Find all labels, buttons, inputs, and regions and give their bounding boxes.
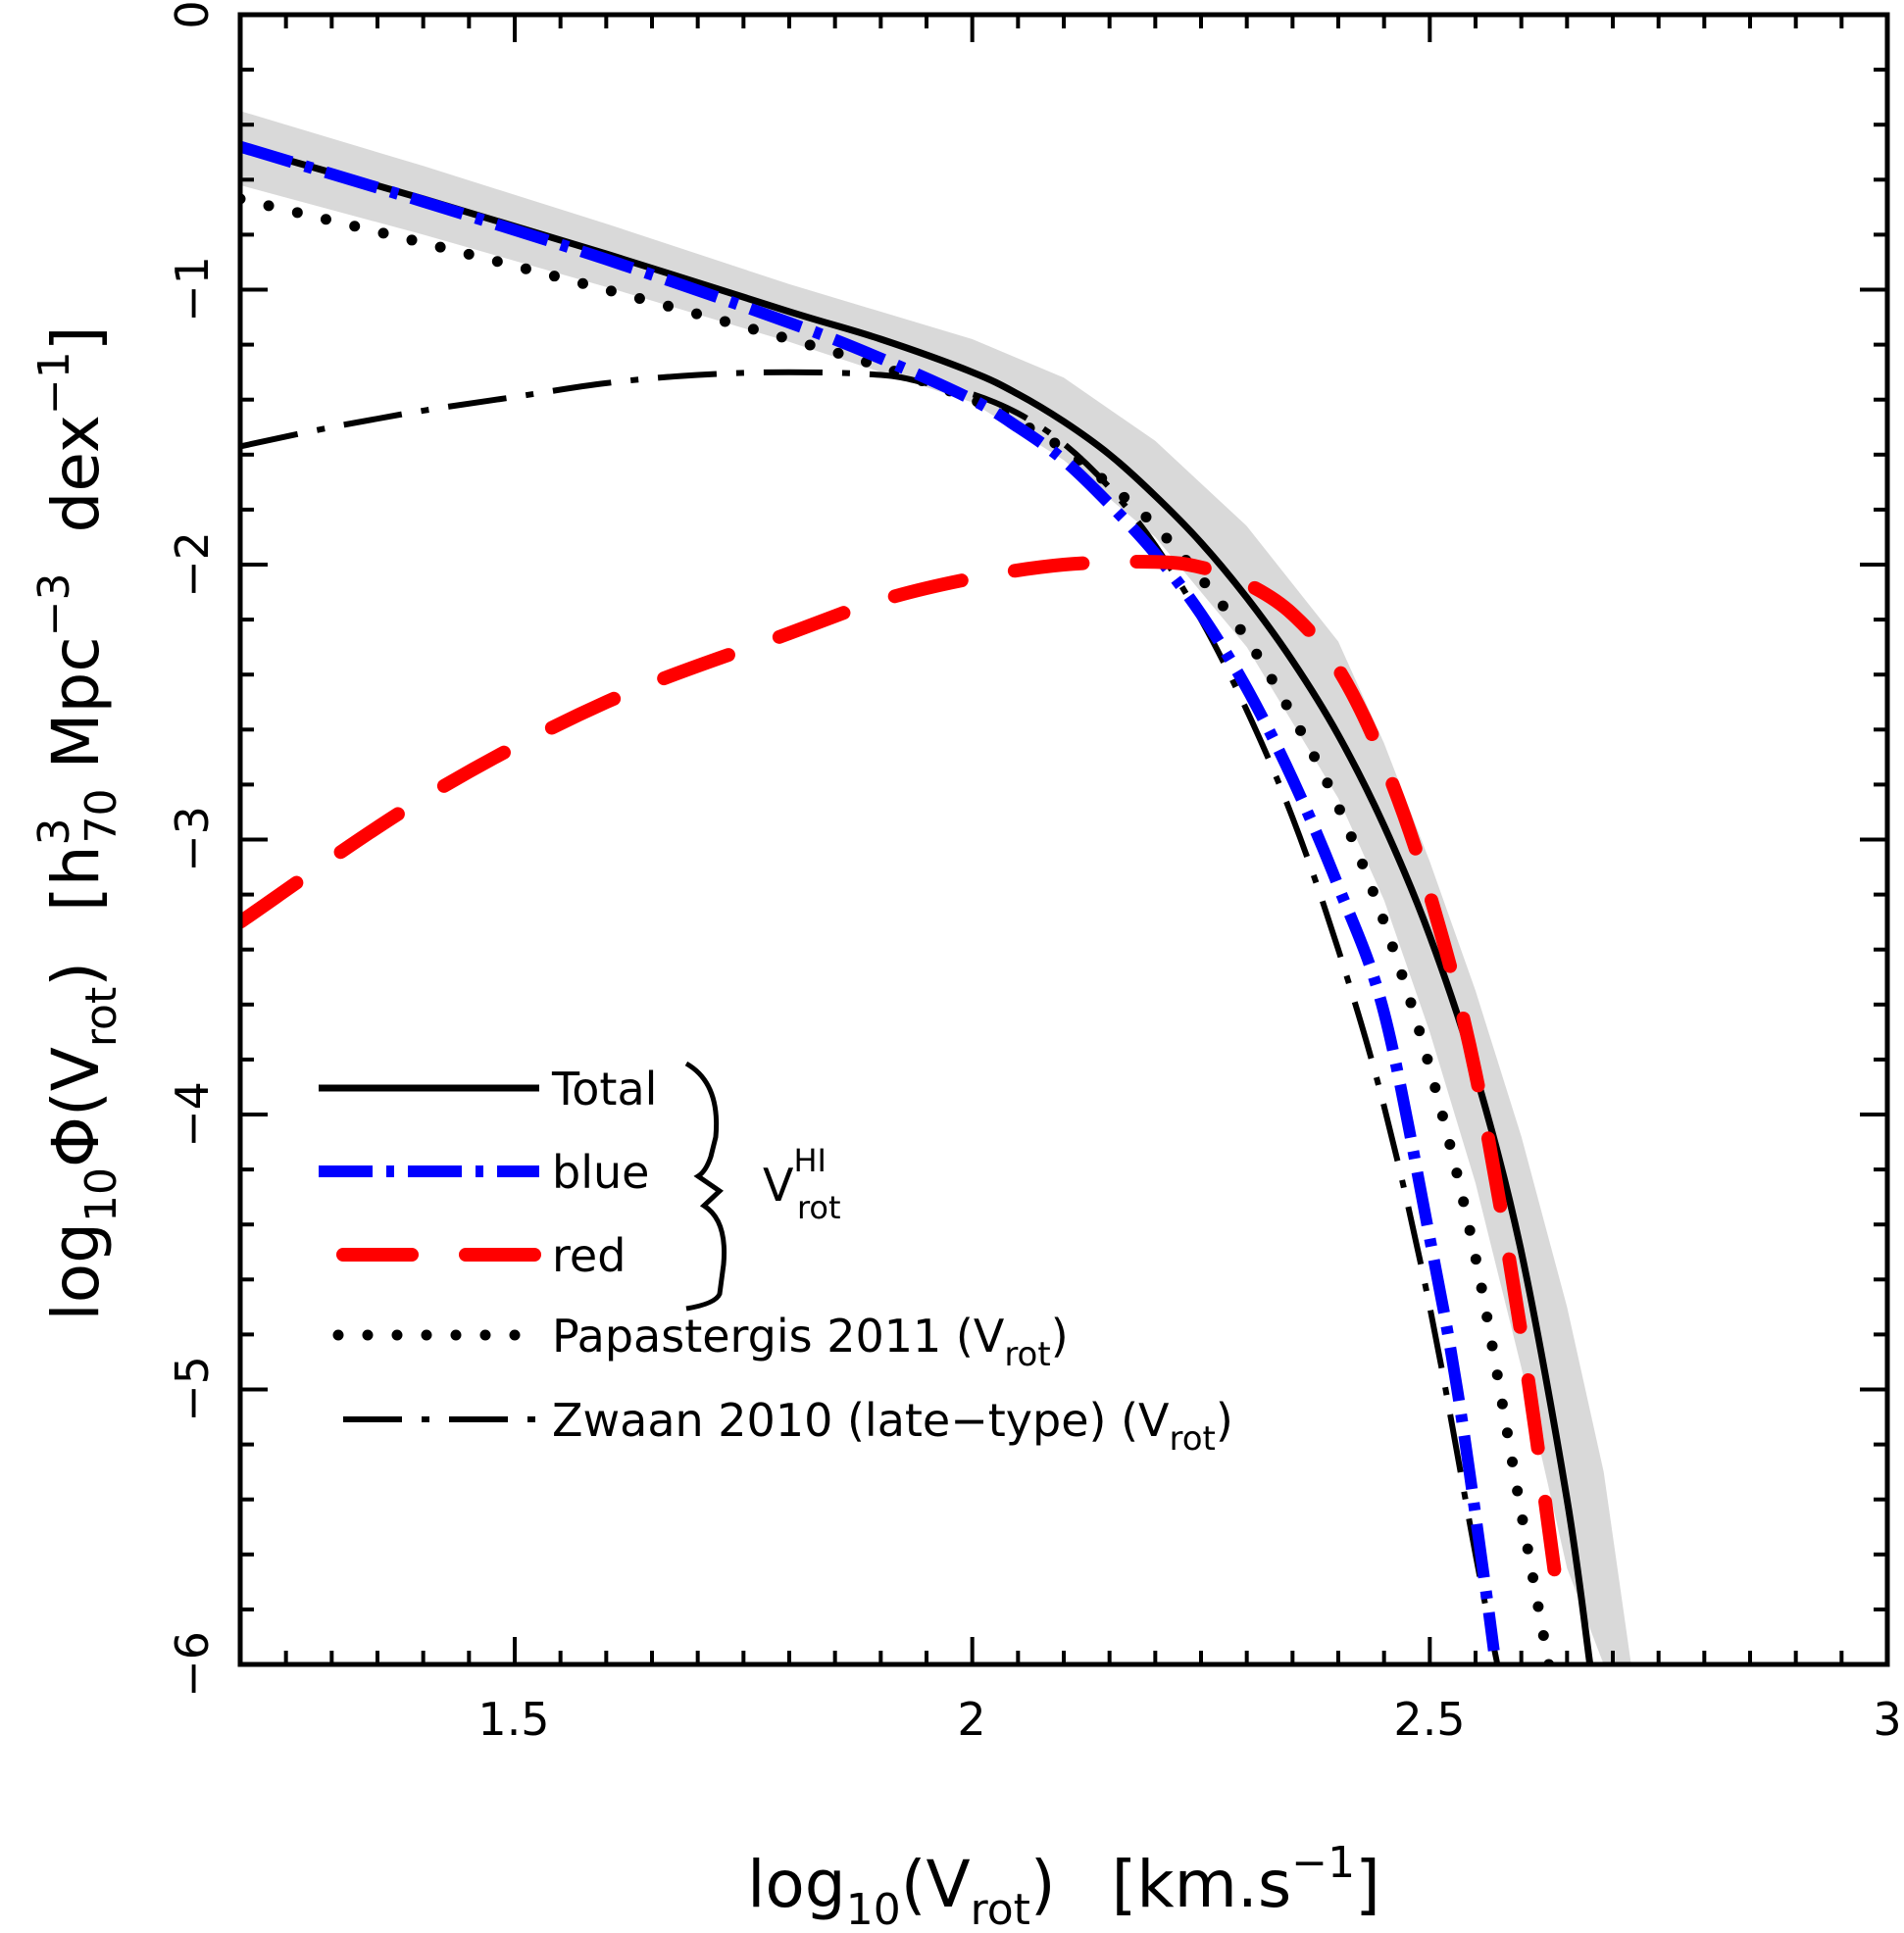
legend-label-zwaan: Zwaan 2010 (late−type) (Vrot) [552,1394,1233,1459]
y-tick-label-m1: −1 [166,256,219,322]
brace-label-sup: HI [793,1142,827,1179]
x-title-close: ) [1030,1847,1056,1922]
legend-label-red: red [552,1229,626,1282]
y-tick-label-m5: −5 [166,1356,219,1422]
y-title-bracket: [h [38,845,114,912]
x-title-v: (V [901,1847,971,1922]
x-tick-label-2.5: 2.5 [1393,1693,1465,1746]
x-tick-label-1.5: 1.5 [477,1693,549,1746]
y-title-phi: Φ(V [38,1047,114,1167]
y-title-gap2 [38,532,114,553]
y-tick-label-m3: −3 [166,806,219,872]
y-title-sup2: −3 [29,572,79,636]
y-tick-label-m4: −4 [166,1081,219,1148]
y-title-sub3: 70 [76,788,126,843]
y-title-mid: Mpc [38,636,114,768]
y-tick-label-m6: −6 [166,1631,219,1698]
axis-ticks [240,13,1889,1666]
legend: Total blue red Papastergis 2011 (Vrot) Z… [319,1061,1233,1459]
series-line-blue [240,140,1500,1652]
y-tick-label-m2: −2 [166,531,219,598]
legend-papastergis-close: ) [1051,1310,1069,1363]
x-tick-label-2: 2 [957,1693,985,1746]
y-axis-title: log10Φ(Vrot) [h370 Mpc−3 dex−1] [29,325,126,1320]
y-title-sub: 10 [76,1167,126,1222]
legend-zwaan-close: ) [1216,1394,1233,1447]
legend-label-blue: blue [552,1146,649,1199]
x-title-sub: 10 [846,1885,901,1933]
brace-label-main: V [763,1159,794,1212]
legend-papastergis-sub: rot [1004,1335,1050,1374]
brace-label-sub: rot [797,1189,841,1226]
y-title-end: ] [38,325,114,351]
legend-zwaan-main: Zwaan 2010 (late−type) (V [552,1394,1170,1447]
x-title-log: log [747,1847,846,1922]
y-tick-labels: 0 −1 −2 −3 −4 −5 −6 [166,0,219,1698]
legend-brace-label: VHI rot [763,1142,841,1226]
y-title-sup: 3 [29,818,79,845]
x-tick-label-3: 3 [1873,1693,1901,1746]
y-title-sup3: −1 [29,351,79,415]
legend-brace [684,1061,727,1312]
plot-area [240,111,1631,1664]
x-title-gap [1091,1847,1112,1922]
legend-papastergis-main: Papastergis 2011 (V [552,1310,1005,1363]
x-title-units-sup: −1 [1291,1838,1355,1888]
x-axis-title: log10(Vrot) [km.s−1] [747,1838,1380,1933]
series-line-total [240,143,1594,1664]
x-tick-labels: 1.5 2 2.5 3 [477,1693,1901,1746]
x-title-units-close: ] [1355,1847,1380,1922]
y-title-dex: dex [38,415,114,532]
y-title-close: ) [38,962,114,987]
y-title-log: log [38,1222,114,1321]
legend-label-total: Total [551,1063,657,1115]
series-line-red [240,555,1565,1603]
y-title-sub2: rot [76,987,126,1047]
series-line-zwaan [240,369,1501,1664]
y-title-gap [38,912,114,932]
y-tick-label-0: 0 [166,0,219,28]
legend-zwaan-sub: rot [1170,1419,1216,1459]
x-title-units: [km.s [1112,1847,1292,1922]
x-title-sub2: rot [971,1885,1030,1933]
legend-label-papastergis: Papastergis 2011 (Vrot) [552,1310,1069,1374]
